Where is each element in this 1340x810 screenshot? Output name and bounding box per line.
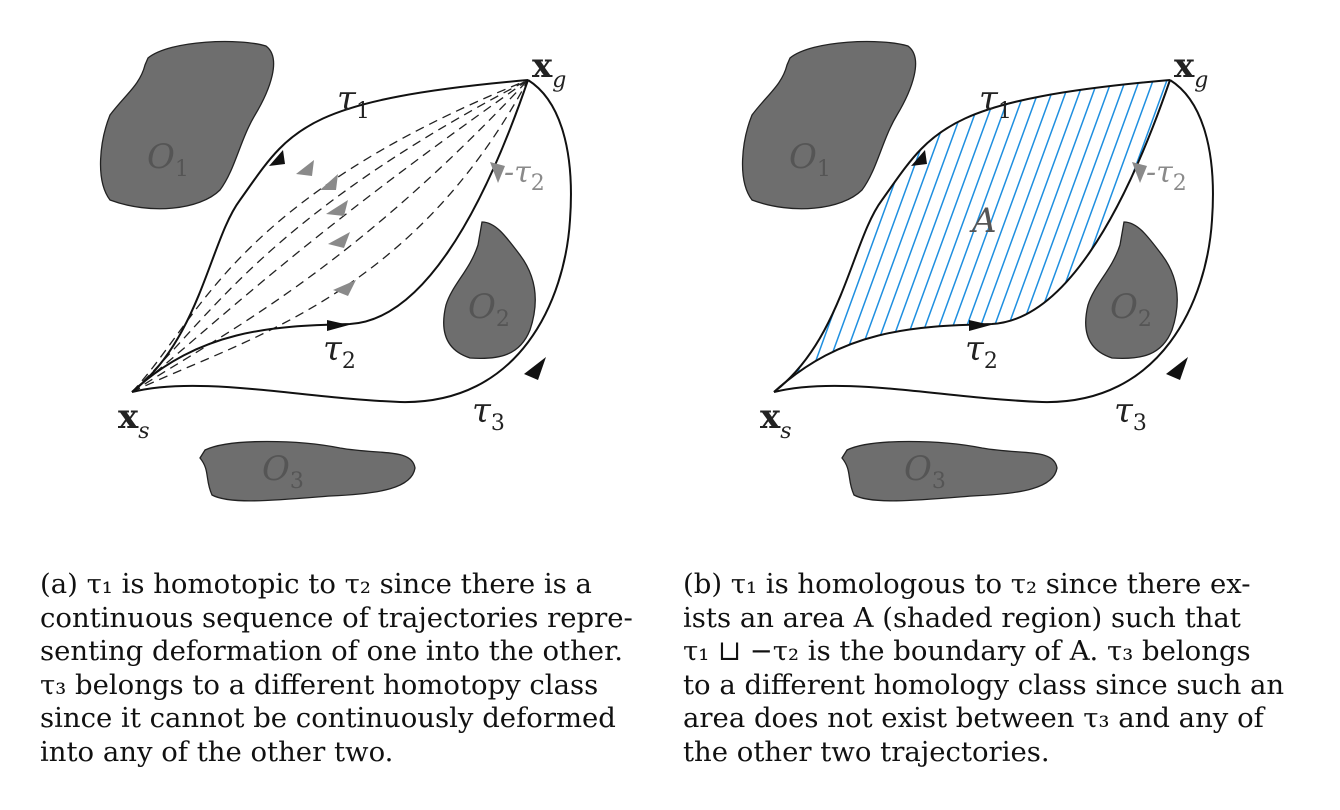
homotopy-diagram: τ1 τ2 τ3 -τ2 xg xs O1 O2 O3 bbox=[99, 40, 572, 502]
label-tau2: τ2 bbox=[323, 329, 356, 374]
label-goal: xg bbox=[1174, 46, 1208, 93]
caption-a-line: since it cannot be continuously deformed bbox=[40, 702, 616, 734]
trajectory-tau2 bbox=[773, 79, 1171, 393]
caption-a-line: into any of the other two. bbox=[40, 735, 394, 768]
label-o1: O1 bbox=[147, 137, 189, 182]
caption-a-line: continuous sequence of trajectories repr… bbox=[40, 601, 633, 634]
area-a-shaded-region bbox=[774, 80, 1170, 392]
caption-a: (a) τ₁ is homotopic to τ₂ since there is… bbox=[40, 568, 670, 769]
label-tau1: τ1 bbox=[979, 79, 1012, 124]
obstacle-o3 bbox=[841, 440, 1058, 502]
label-tau1: τ1 bbox=[337, 79, 370, 124]
caption-a-line: (a) τ₁ is homotopic to τ₂ since there is… bbox=[40, 568, 592, 600]
caption-b-line: the other two trajectories. bbox=[683, 735, 1050, 768]
label-o3: O3 bbox=[262, 449, 304, 494]
label-neg-tau2: -τ2 bbox=[504, 155, 545, 196]
label-goal: xg bbox=[532, 46, 566, 93]
label-tau3: τ3 bbox=[472, 391, 505, 436]
caption-b: (b) τ₁ is homologous to τ₂ since there e… bbox=[683, 568, 1305, 769]
homology-diagram: τ1 τ2 τ3 -τ2 xg xs A O1 O2 O3 bbox=[741, 40, 1214, 502]
label-tau2: τ2 bbox=[965, 329, 998, 374]
caption-a-line: senting deformation of one into the othe… bbox=[40, 635, 623, 667]
label-tau3: τ3 bbox=[1114, 391, 1147, 436]
caption-b-line: ists an area A (shaded region) such that bbox=[683, 601, 1241, 634]
caption-b-line: (b) τ₁ is homologous to τ₂ since there e… bbox=[683, 568, 1251, 600]
trajectory-tau3 bbox=[131, 79, 572, 404]
obstacle-o1 bbox=[741, 40, 917, 210]
label-o1: O1 bbox=[789, 137, 831, 182]
obstacle-o1 bbox=[99, 40, 275, 210]
panel-a-homotopy: τ1 τ2 τ3 -τ2 xg xs O1 O2 O3 bbox=[0, 0, 670, 560]
trajectory-tau1 bbox=[773, 79, 1171, 393]
caption-a-line: τ₃ belongs to a different homotopy class bbox=[40, 668, 599, 701]
trajectory-tau3 bbox=[773, 79, 1214, 404]
caption-b-line: τ₁ ⊔ −τ₂ is the boundary of A. τ₃ belong… bbox=[683, 635, 1251, 667]
label-start: xs bbox=[118, 397, 150, 444]
caption-b-line: area does not exist between τ₃ and any o… bbox=[683, 702, 1264, 734]
label-neg-tau2: -τ2 bbox=[1146, 155, 1187, 196]
label-o2: O2 bbox=[468, 287, 510, 332]
label-start: xs bbox=[760, 397, 792, 444]
obstacle-o2 bbox=[443, 221, 536, 360]
trajectory-tau1 bbox=[131, 79, 529, 393]
obstacle-o2 bbox=[1085, 221, 1178, 360]
label-area-a: A bbox=[969, 201, 997, 241]
trajectory-tau2 bbox=[131, 79, 529, 393]
obstacle-o3 bbox=[199, 440, 416, 502]
label-o3: O3 bbox=[904, 449, 946, 494]
label-o2: O2 bbox=[1110, 287, 1152, 332]
caption-b-line: to a different homology class since such… bbox=[683, 668, 1285, 701]
panel-b-homology: τ1 τ2 τ3 -τ2 xg xs A O1 O2 O3 bbox=[642, 0, 1312, 560]
